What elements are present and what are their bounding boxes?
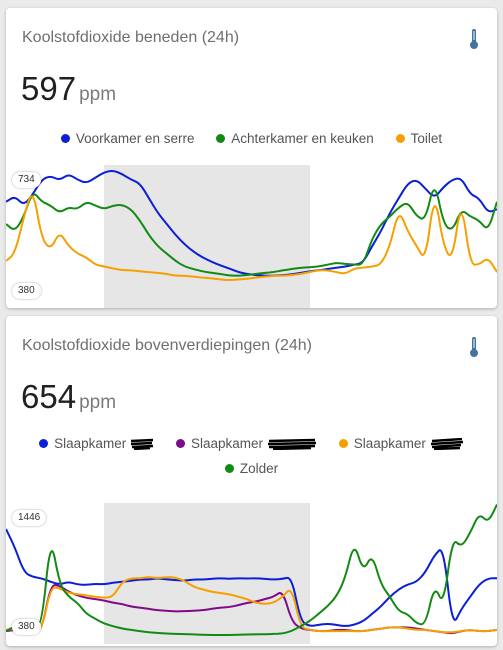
legend-dot	[60, 134, 70, 143]
current-value: 597 ppm	[21, 70, 116, 108]
co2-downstairs-card[interactable]: Koolstofdioxide beneden (24h) 597 ppm Voo…	[6, 8, 497, 308]
series-line-1	[6, 189, 497, 277]
min-label: 380	[12, 619, 41, 635]
legend-label: Slaapkamer	[54, 436, 127, 451]
series-line-1	[6, 584, 497, 635]
co2-upstairs-chart[interactable]	[6, 501, 497, 646]
legend-label: Toilet	[410, 131, 443, 146]
legend-label: Slaapkamer	[353, 436, 426, 451]
co2-upstairs-card[interactable]: Koolstofdioxide bovenverdiepingen (24h) …	[6, 316, 497, 646]
legend-label: Zolder	[239, 461, 279, 476]
night-shading	[104, 503, 310, 644]
redaction-scribble	[267, 439, 317, 451]
legend-item[interactable]: Toilet	[395, 131, 443, 146]
series-line-0	[6, 169, 497, 277]
value-number: 597	[21, 70, 77, 107]
thermometer-icon[interactable]	[469, 336, 479, 363]
value-unit: ppm	[79, 84, 117, 105]
series-line-3	[6, 504, 497, 636]
legend-item[interactable]: Achterkamer en keuken	[216, 131, 374, 146]
series-line-0	[6, 528, 497, 627]
legend-label: Achterkamer en keuken	[231, 131, 374, 146]
max-label: 1446	[12, 510, 47, 526]
max-label: 734	[12, 172, 41, 188]
value-number: 654	[21, 378, 77, 415]
min-label: 380	[12, 283, 41, 299]
legend-dot	[39, 439, 49, 448]
co2-downstairs-chart[interactable]	[6, 163, 497, 308]
redaction-scribble	[131, 439, 154, 451]
series-line-2	[6, 576, 497, 634]
card-title: Koolstofdioxide beneden (24h)	[22, 29, 240, 46]
legend-item[interactable]: Zolder	[224, 461, 279, 476]
chart-legend: Slaapkamer Slaapkamer Slaapkamer Zolder	[6, 436, 497, 476]
legend-dot	[175, 439, 185, 448]
legend-item[interactable]: Slaapkamer	[39, 436, 154, 451]
legend-dot	[216, 134, 226, 143]
legend-item[interactable]: Slaapkamer	[175, 436, 317, 451]
legend-dot	[338, 439, 348, 448]
chart-legend: Voorkamer en serre Achterkamer en keuken…	[6, 131, 497, 146]
redaction-scribble	[430, 438, 463, 451]
night-shading	[104, 165, 310, 308]
value-unit: ppm	[79, 392, 117, 413]
legend-label: Voorkamer en serre	[75, 131, 195, 146]
legend-item[interactable]: Voorkamer en serre	[60, 131, 195, 146]
series-line-2	[6, 195, 497, 282]
thermometer-icon[interactable]	[469, 28, 479, 55]
legend-dot	[395, 134, 405, 143]
card-title: Koolstofdioxide bovenverdiepingen (24h)	[22, 337, 312, 354]
current-value: 654 ppm	[21, 378, 116, 416]
legend-label: Slaapkamer	[190, 436, 264, 451]
legend-dot	[224, 464, 234, 473]
legend-item[interactable]: Slaapkamer	[338, 436, 464, 451]
